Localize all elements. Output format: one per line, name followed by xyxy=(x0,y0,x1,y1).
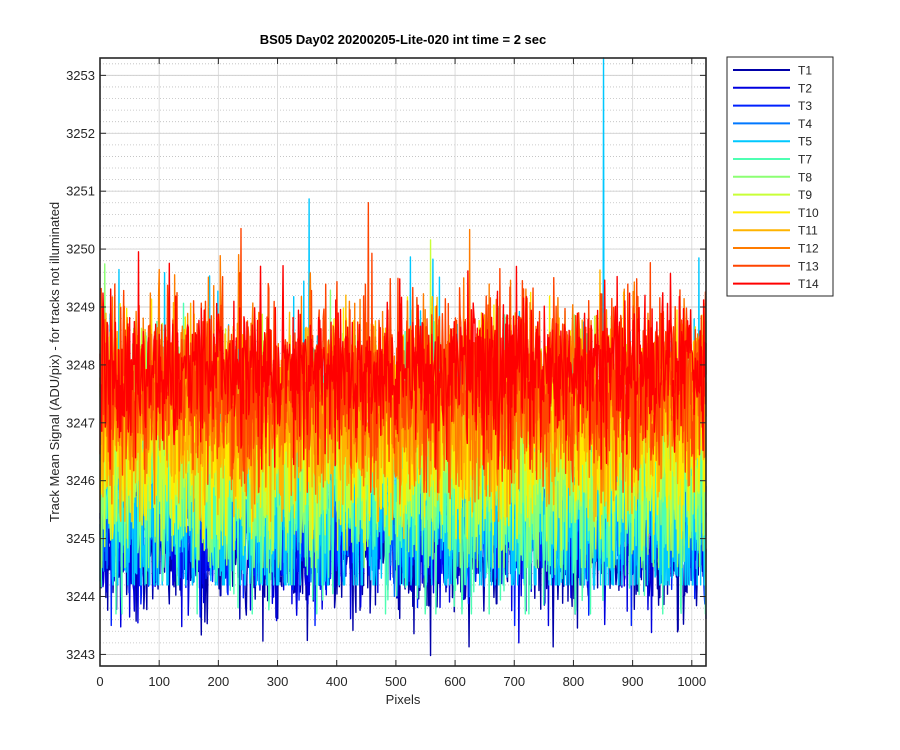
y-tick-label: 3244 xyxy=(66,589,95,604)
legend-label-t2: T2 xyxy=(798,81,812,95)
legend-label-t5: T5 xyxy=(798,135,812,149)
legend-label-t4: T4 xyxy=(798,117,812,131)
x-tick-label: 700 xyxy=(503,674,525,689)
legend-label-t3: T3 xyxy=(798,99,812,113)
plot-area: 0 100 200 300 400 500 600 700 800 900 1000 3243324… xyxy=(66,57,707,689)
y-tick-label: 3251 xyxy=(66,184,95,199)
y-tick-label: 3249 xyxy=(66,299,95,314)
y-tick-label: 3250 xyxy=(66,242,95,257)
legend: T1 T2 T3 T4 T5 T7 T8 T9 T10 T11 T12 T13 T14 xyxy=(726,56,834,297)
x-tick-label: 1000 xyxy=(677,674,706,689)
legend-label-t13: T13 xyxy=(798,259,819,273)
legend-label-t12: T12 xyxy=(798,242,819,256)
chart-title: BS05 Day02 20200205-Lite-020 int time = … xyxy=(260,32,547,47)
x-tick-label: 800 xyxy=(563,674,585,689)
x-tick-label: 500 xyxy=(385,674,407,689)
legend-label-t11: T11 xyxy=(798,224,818,238)
x-tick-label: 400 xyxy=(326,674,348,689)
y-tick-label: 3243 xyxy=(66,647,95,662)
x-tick-label: 900 xyxy=(622,674,644,689)
x-tick-label: 300 xyxy=(267,674,289,689)
x-axis-label: Pixels xyxy=(386,692,421,707)
y-tick-label: 3252 xyxy=(66,126,95,141)
legend-label-t14: T14 xyxy=(798,277,819,291)
legend-label-t8: T8 xyxy=(798,170,812,184)
series-line-t14 xyxy=(99,251,707,470)
legend-label-t7: T7 xyxy=(798,153,812,167)
y-axis-label: Track Mean Signal (ADU/pix) - for tracks… xyxy=(47,202,62,522)
x-tick-label: 100 xyxy=(148,674,170,689)
x-tick-label: 0 xyxy=(96,674,103,689)
x-tick-label: 600 xyxy=(444,674,466,689)
axes-box xyxy=(99,57,707,667)
y-ticks: 3243 3244 3245 3246 3247 3248 3249 3250 3251 3252… xyxy=(66,68,706,662)
legend-label-t9: T9 xyxy=(798,188,812,202)
y-tick-label: 3248 xyxy=(66,357,95,372)
y-tick-label: 3247 xyxy=(66,415,95,430)
y-tick-label: 3245 xyxy=(66,531,95,546)
series-layer xyxy=(99,57,707,657)
x-tick-label: 200 xyxy=(208,674,230,689)
y-tick-label: 3253 xyxy=(66,68,95,83)
y-tick-label: 3246 xyxy=(66,473,95,488)
legend-label-t10: T10 xyxy=(798,206,819,220)
legend-label-t1: T1 xyxy=(798,64,812,78)
x-ticks: 0 100 200 300 400 500 600 700 800 900 1000 xyxy=(96,58,706,689)
